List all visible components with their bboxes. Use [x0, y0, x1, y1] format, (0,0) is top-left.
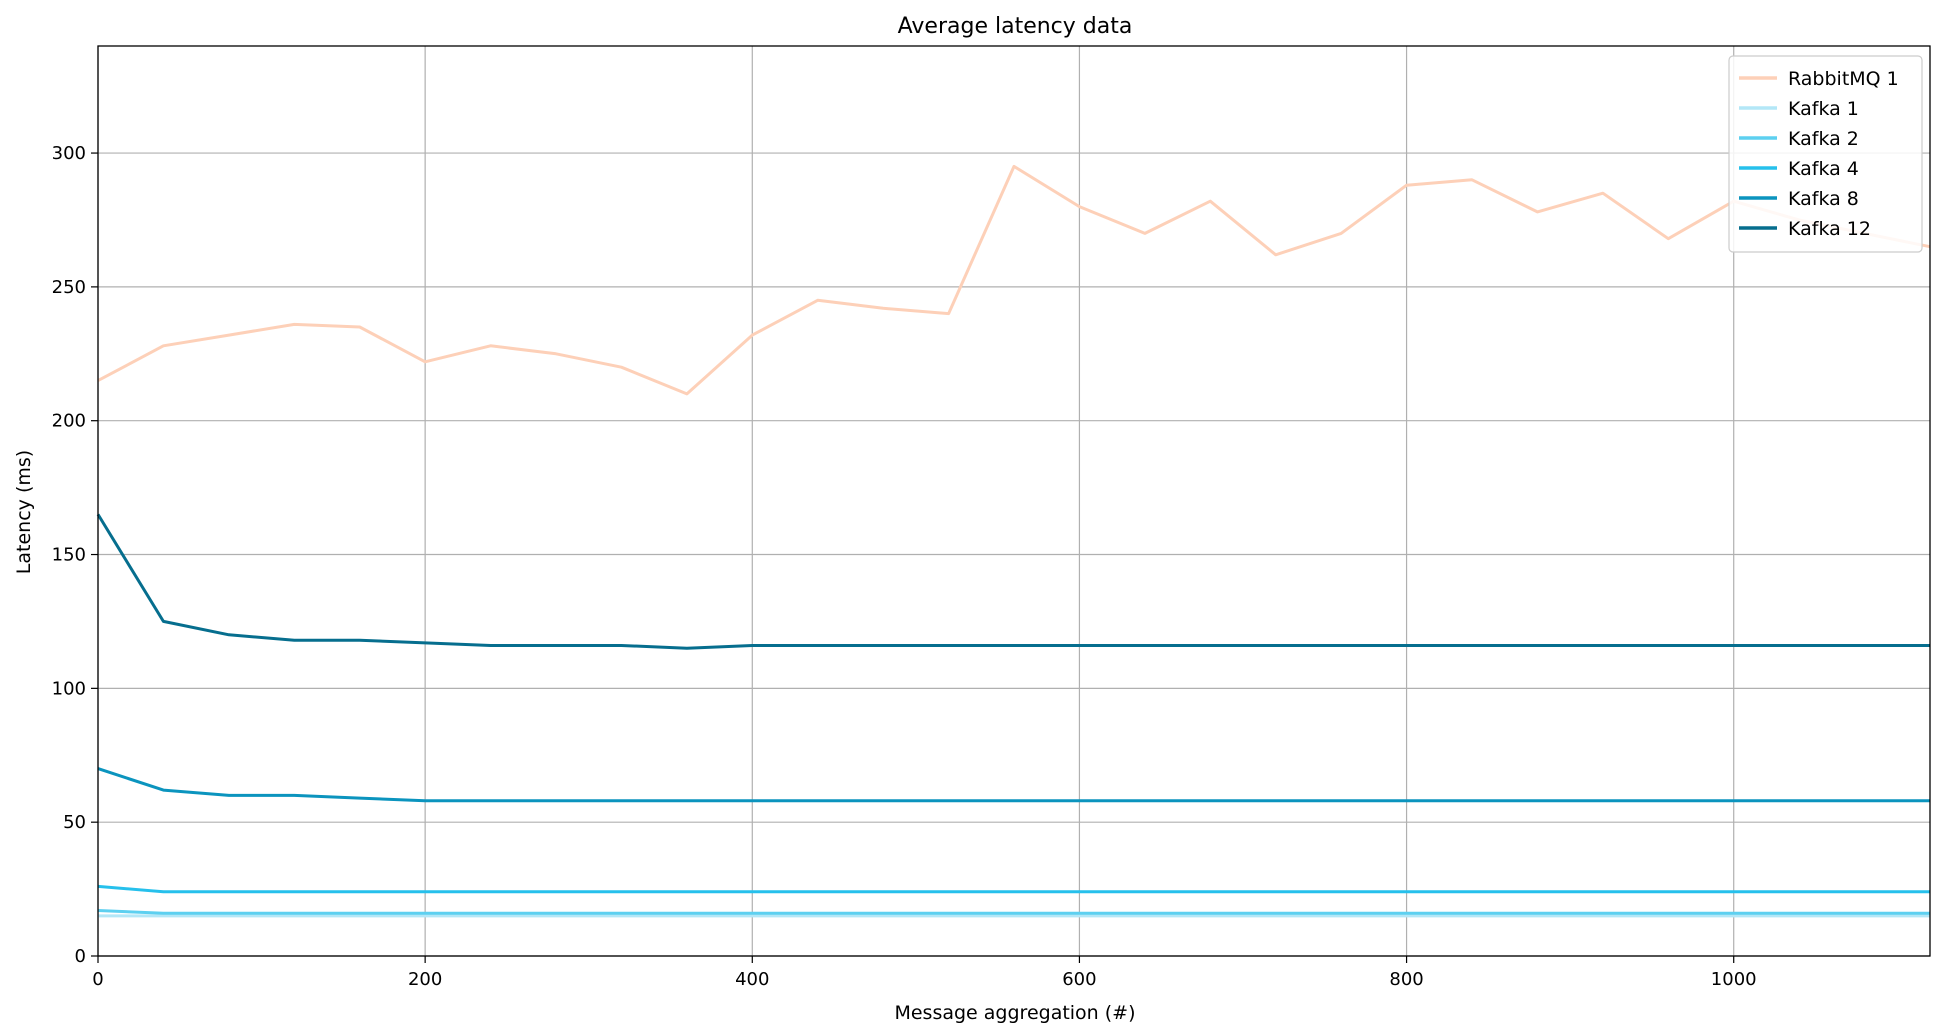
legend-box	[1728, 55, 1923, 253]
legend-entry: Kafka 12	[1788, 218, 1871, 240]
x-tick-label: 600	[1062, 969, 1096, 990]
legend-entry: RabbitMQ 1	[1788, 68, 1899, 90]
y-tick-label: 250	[52, 277, 86, 298]
legend: RabbitMQ 1 Kafka 1 Kafka 2 Kafka 4 Kafka 8 Ka…	[1728, 55, 1923, 253]
y-tick-label: 0	[75, 946, 86, 967]
x-axis-label: Message aggregation (#)	[894, 1002, 1135, 1024]
series-line-2	[97, 909, 1930, 915]
y-axis-label: Latency (ms)	[13, 450, 35, 574]
chart-title: Average latency data	[898, 14, 1133, 39]
series-group	[96, 164, 1931, 918]
y-tick-label: 200	[52, 411, 86, 432]
y-tick-label: 150	[52, 545, 86, 566]
series-line-3	[97, 884, 1930, 894]
x-tick-label: 800	[1389, 969, 1423, 990]
y-tick-label: 50	[63, 812, 86, 833]
x-tick-label: 400	[735, 969, 769, 990]
legend-entry: Kafka 4	[1788, 158, 1859, 180]
series-line-0	[97, 164, 1931, 396]
x-tick-label: 1000	[1711, 969, 1757, 990]
legend-entry: Kafka 8	[1788, 188, 1859, 210]
plot-frame	[97, 45, 1931, 957]
legend-entry: Kafka 1	[1788, 98, 1859, 120]
axis-ticks: 0 200 400 600 800 1000 0 50 100 150 200 250 300	[52, 143, 1757, 990]
x-tick-label: 200	[408, 969, 442, 990]
y-tick-label: 300	[52, 143, 86, 164]
y-tick-label: 100	[52, 678, 86, 699]
series-line-4	[97, 767, 1930, 803]
legend-entry: Kafka 2	[1788, 128, 1859, 150]
x-tick-label: 0	[92, 969, 103, 990]
series-line-5	[96, 513, 1930, 650]
